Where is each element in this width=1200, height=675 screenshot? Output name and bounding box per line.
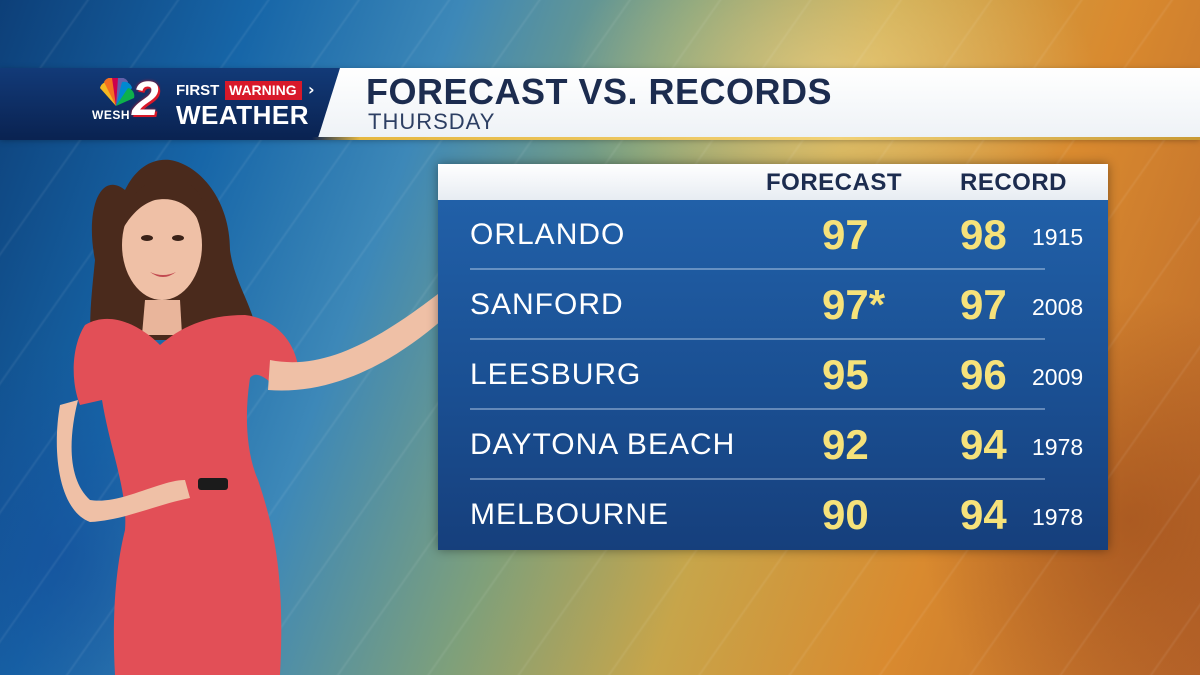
header-bar: WESH 2 FIRST WARNING › WEATHER FORECAST …: [0, 68, 1200, 138]
record-temp: 94: [960, 491, 1007, 538]
forecast-temp: 97*: [822, 281, 886, 328]
brand-first-label: FIRST: [176, 82, 220, 99]
forecast-temp: 90: [822, 491, 869, 538]
records-table: FORECAST RECORD ORLANDO 97 98 1915 SANFO…: [438, 164, 1108, 550]
table-row: DAYTONA BEACH 92 94 1978: [438, 410, 1108, 480]
table-row: SANFORD 97* 97 2008: [438, 270, 1108, 340]
brand-weather-label: WEATHER: [176, 100, 310, 130]
record-temp: 96: [960, 351, 1007, 398]
brand-warning-label: WARNING: [225, 81, 302, 100]
record-temp: 98: [960, 211, 1007, 258]
city-name: MELBOURNE: [470, 498, 670, 531]
row-divider: [470, 408, 1045, 410]
header-divider: [0, 137, 1200, 140]
table-row: ORLANDO 97 98 1915: [438, 200, 1108, 270]
page-subtitle: THURSDAY: [368, 109, 496, 134]
record-year: 2009: [1032, 364, 1084, 390]
record-year: 1978: [1032, 434, 1084, 460]
page-title: FORECAST VS. RECORDS: [366, 71, 833, 112]
forecast-temp: 97: [822, 211, 869, 258]
table-row: MELBOURNE 90 94 1978: [438, 480, 1108, 550]
forecast-temp: 92: [822, 421, 869, 468]
station-logo: WESH 2 FIRST WARNING › WEATHER: [0, 68, 340, 138]
chevron-right-icon: ›: [308, 80, 315, 99]
city-name: ORLANDO: [470, 218, 626, 251]
record-temp: 97: [960, 281, 1007, 328]
channel-number: 2: [132, 73, 159, 126]
record-temp: 94: [960, 421, 1007, 468]
row-divider: [470, 338, 1045, 340]
row-divider: [470, 478, 1045, 480]
table-header: FORECAST RECORD: [438, 164, 1108, 200]
city-name: SANFORD: [470, 288, 624, 321]
record-year: 1915: [1032, 224, 1084, 250]
column-header-forecast: FORECAST: [766, 169, 902, 196]
peacock-icon: [100, 78, 135, 106]
table-row: LEESBURG 95 96 2009: [438, 340, 1108, 410]
city-name: DAYTONA BEACH: [470, 428, 736, 461]
column-header-record: RECORD: [960, 169, 1068, 196]
table-body: ORLANDO 97 98 1915 SANFORD 97* 97 2008 L…: [438, 200, 1108, 550]
record-year: 1978: [1032, 504, 1084, 530]
station-call-letters: WESH: [92, 108, 130, 122]
city-name: LEESBURG: [470, 358, 642, 391]
forecast-temp: 95: [822, 351, 869, 398]
record-year: 2008: [1032, 294, 1084, 320]
row-divider: [470, 268, 1045, 270]
